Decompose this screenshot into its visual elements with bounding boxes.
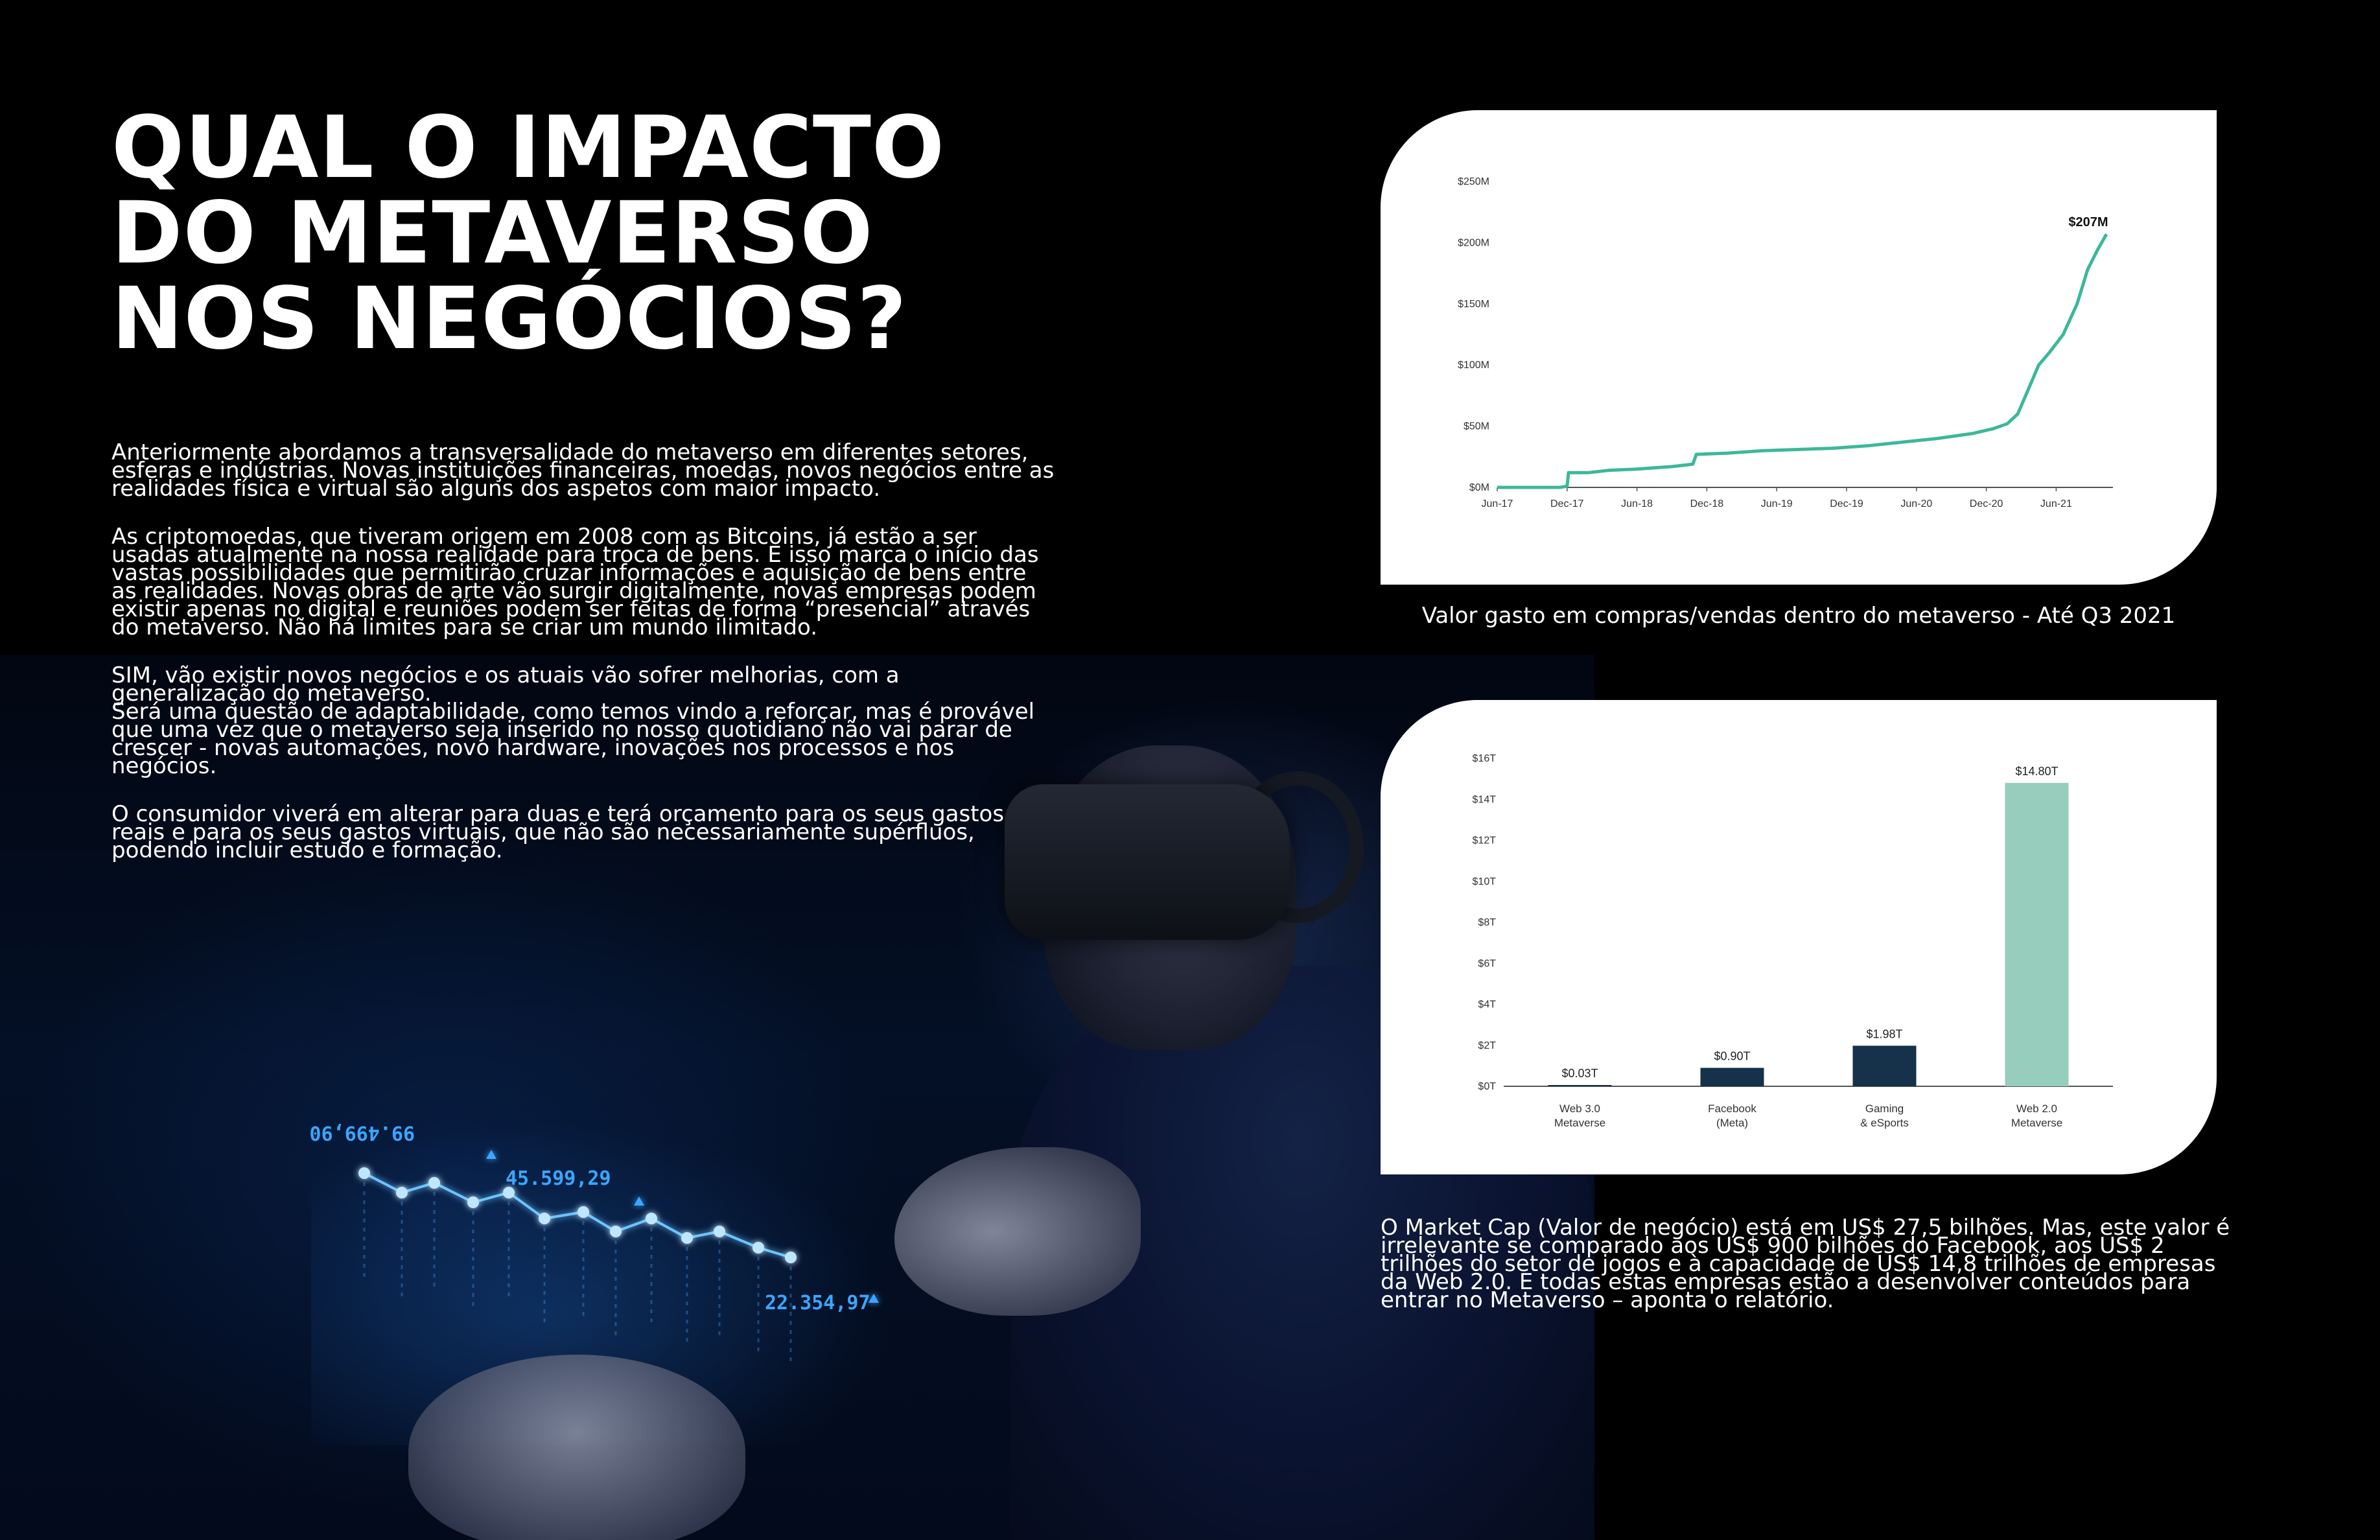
page-title: QUAL O IMPACTO DO METAVERSO NOS NEGÓCIOS… [111, 105, 1084, 362]
title-line-2: DO METAVERSO [111, 183, 874, 283]
bar-value-label: $1.98T [1866, 1027, 1902, 1040]
category-label: Facebook [1708, 1102, 1756, 1115]
category-label: Metaverse [1554, 1117, 1605, 1129]
hologram-point [358, 1167, 370, 1179]
end-value-label: $207M [2068, 215, 2108, 229]
y-tick-label: $6T [1478, 958, 1496, 969]
bar [1700, 1068, 1764, 1086]
title-line-3: NOS NEGÓCIOS? [111, 269, 907, 369]
hologram-point [785, 1252, 797, 1263]
pointing-hand [894, 1147, 1141, 1316]
bar-value-label: $0.03T [1561, 1067, 1598, 1080]
y-tick-label: $14T [1473, 794, 1497, 805]
hologram-point [467, 1196, 479, 1208]
hologram-triangle-1 [486, 1150, 496, 1159]
bar [1548, 1085, 1612, 1086]
x-tick-label: Dec-18 [1690, 498, 1724, 509]
y-tick-label: $100M [1458, 360, 1489, 371]
bar-value-label: $14.80T [2015, 765, 2058, 778]
background-photo [0, 655, 1594, 1540]
category-label: & eSports [1860, 1117, 1909, 1129]
hologram-triangle-2 [634, 1196, 644, 1206]
hologram-point [428, 1177, 440, 1189]
y-tick-label: $10T [1473, 876, 1497, 887]
y-tick-label: $50M [1464, 421, 1489, 432]
x-tick-label: Jun-17 [1482, 498, 1513, 509]
x-tick-label: Dec-19 [1830, 498, 1863, 509]
y-tick-label: $4T [1478, 999, 1496, 1010]
line-chart-caption: Valor gasto em compras/vendas dentro do … [1421, 603, 2176, 629]
hologram-point [503, 1187, 515, 1198]
x-tick-label: Jun-21 [2040, 498, 2072, 509]
category-label: Web 3.0 [1559, 1102, 1600, 1115]
paragraph-4: O consumidor viverá em alterar para duas… [111, 801, 1005, 863]
y-tick-label: $0M [1469, 482, 1489, 493]
y-tick-label: $12T [1473, 835, 1497, 846]
title-line-1: QUAL O IMPACTO [111, 98, 946, 198]
bar-value-label: $0.90T [1714, 1050, 1750, 1063]
y-tick-label: $16T [1473, 753, 1497, 764]
x-tick-label: Dec-20 [1970, 498, 2003, 509]
y-tick-label: $0T [1478, 1081, 1496, 1092]
hologram-chart: 99.499,90 45.599,29 22.354,97 [309, 1121, 879, 1361]
vr-headset [1005, 784, 1290, 940]
y-tick-label: $200M [1458, 237, 1489, 248]
hologram-point [610, 1226, 622, 1237]
hologram-point [681, 1232, 693, 1244]
line-chart-card: $0M $50M $100M $150M $200M $250M Jun-17 Dec-17 J… [1381, 110, 2217, 585]
body-text: Anteriormente abordamos a transversalida… [111, 439, 1058, 889]
x-tick-label: Jun-19 [1761, 498, 1793, 509]
bar-chart-caption: O Market Cap (Valor de negócio) está em … [1381, 1215, 2230, 1313]
x-tick-label: Jun-18 [1621, 498, 1653, 509]
category-label: Metaverse [2011, 1117, 2062, 1129]
x-tick-label: Jun-20 [1900, 498, 1932, 509]
hologram-label-3: 22.354,97 [765, 1292, 870, 1314]
paragraph-2: As criptomoedas, que tiveram origem em 2… [111, 524, 1039, 640]
category-label: Web 2.0 [2016, 1102, 2057, 1115]
paragraph-3: SIM, vão existir novos negócios e os atu… [111, 662, 1035, 779]
paragraph-1: Anteriormente abordamos a transversalida… [111, 439, 1055, 502]
hologram-point [646, 1213, 657, 1224]
bar-chart: $0T $2T $4T $6T $8T $10T $12T $14T $16T $0.03T Web… [1473, 753, 2113, 1129]
hologram-label-2: 45.599,29 [506, 1167, 611, 1190]
x-tick-label: Dec-17 [1550, 498, 1584, 509]
y-tick-label: $8T [1478, 917, 1496, 928]
hologram-label-1: 99.499,90 [309, 1121, 415, 1144]
category-label: (Meta) [1716, 1117, 1748, 1129]
y-tick-label: $150M [1458, 299, 1489, 310]
bar [2005, 782, 2069, 1086]
open-hand [408, 1355, 745, 1540]
hologram-point [539, 1213, 550, 1224]
hologram-lines [358, 1167, 797, 1361]
series-line [1497, 233, 2108, 489]
y-tick-label: $2T [1478, 1040, 1496, 1051]
hologram-point [714, 1226, 725, 1237]
category-label: Gaming [1865, 1102, 1904, 1115]
bar [1852, 1045, 1917, 1086]
hologram-triangle-3 [869, 1294, 879, 1303]
hologram-point [396, 1187, 408, 1198]
bar-chart-card: $0T $2T $4T $6T $8T $10T $12T $14T $16T $0.03T Web… [1381, 700, 2217, 1174]
hologram-point [578, 1206, 589, 1218]
y-tick-label: $250M [1458, 176, 1489, 187]
line-chart: $0M $50M $100M $150M $200M $250M Jun-17 Dec-17 J… [1458, 176, 2113, 509]
hologram-point [752, 1242, 764, 1254]
